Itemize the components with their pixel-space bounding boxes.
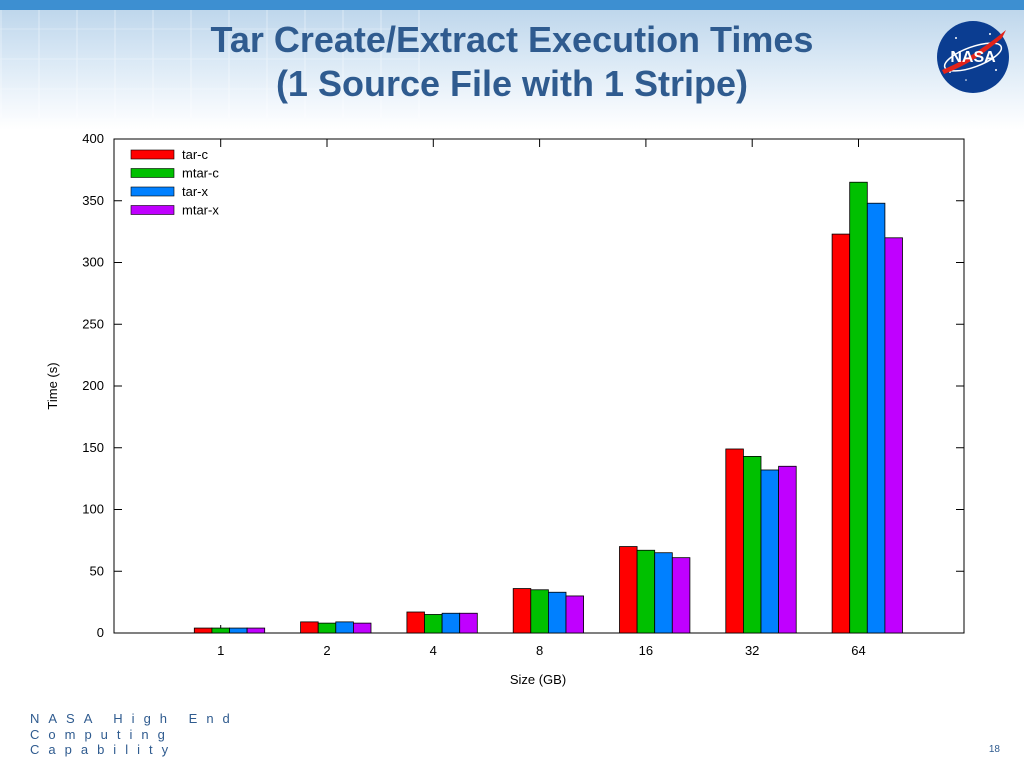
legend-label-tar-x: tar-x [182, 184, 209, 199]
bar-tar-c-2 [300, 621, 319, 634]
bar-chart: 0 50 100 150 200 250 300 350 400 1 2 4 8 16 32 64 tar-… [45, 131, 965, 687]
header-decoration [0, 10, 420, 120]
bar-mtar-c-32 [743, 455, 762, 634]
header-stripe [0, 0, 1024, 10]
bar-tar-c-1 [193, 627, 213, 634]
bar-tar-c-64 [831, 233, 851, 634]
bar-mtar-c-4 [424, 614, 443, 634]
bar-mtar-c-1 [211, 627, 230, 634]
y-tick-label: 0 [97, 625, 104, 640]
bar-mtar-c-8 [530, 589, 549, 634]
bar-mtar-x-1 [246, 627, 266, 634]
y-tick-label: 400 [82, 131, 104, 146]
bar-tar-x-1 [229, 627, 248, 634]
bar-mtar-x-16 [671, 557, 691, 634]
bars [193, 181, 903, 634]
footer-organization: NASA High End Computing Capability [30, 711, 239, 758]
header-background [0, 0, 1024, 130]
x-tick-label: 64 [851, 643, 865, 658]
legend-swatch-mtar-c [130, 168, 175, 178]
bar-tar-c-8 [512, 588, 532, 634]
x-tick-label: 16 [639, 643, 653, 658]
y-tick-label: 100 [82, 502, 104, 517]
footer-line-2: Computing [30, 726, 174, 742]
x-tick-label: 8 [536, 643, 543, 658]
bar-tar-x-16 [654, 552, 673, 634]
bar-tar-c-16 [619, 546, 638, 634]
bar-tar-x-64 [866, 202, 886, 634]
footer-line-3: Capability [30, 742, 178, 757]
bar-tar-c-4 [406, 611, 425, 634]
page-number: 18 [988, 744, 1000, 755]
footer-line-1: NASA High End [30, 711, 239, 726]
bar-mtar-x-8 [565, 595, 585, 634]
bar-tar-x-2 [335, 621, 354, 634]
legend: tar-c mtar-c tar-x mtar-x [130, 147, 219, 218]
bar-mtar-c-2 [317, 622, 337, 634]
x-tick-label: 4 [430, 643, 437, 658]
bar-tar-x-32 [760, 469, 780, 634]
y-tick-label: 300 [82, 255, 104, 270]
y-tick-label: 350 [82, 193, 104, 208]
x-tick-label: 32 [745, 643, 759, 658]
bar-mtar-c-64 [849, 181, 868, 634]
bar-mtar-x-64 [884, 237, 903, 634]
plot-area [113, 138, 965, 634]
y-tick-label: 150 [82, 440, 104, 455]
x-axis-label: Size (GB) [510, 672, 566, 687]
bar-mtar-c-16 [636, 549, 656, 634]
bar-mtar-x-4 [459, 612, 478, 634]
slide-title-line-2: (1 Source File with 1 Stripe) [275, 63, 749, 104]
legend-label-tar-c: tar-c [182, 147, 209, 162]
bar-mtar-x-2 [352, 622, 372, 634]
bar-mtar-x-32 [778, 465, 797, 634]
y-axis-label: Time (s) [45, 362, 60, 409]
slide-title: Tar Create/Extract Execution Times (1 So… [100, 18, 924, 106]
y-axis-ticks: 0 50 100 150 200 250 300 350 400 [82, 131, 964, 640]
bar-tar-x-8 [548, 591, 567, 634]
x-tick-label: 1 [217, 643, 224, 658]
y-tick-label: 250 [82, 316, 104, 331]
legend-swatch-tar-c [130, 149, 175, 160]
x-tick-label: 2 [323, 643, 330, 658]
legend-label-mtar-c: mtar-c [182, 166, 219, 181]
y-tick-label: 200 [82, 378, 104, 393]
legend-swatch-tar-x [130, 186, 175, 197]
bar-tar-c-32 [725, 448, 744, 634]
slide-title-line-1: Tar Create/Extract Execution Times [210, 19, 814, 60]
nasa-logo-text: NASA [950, 49, 996, 66]
legend-label-mtar-x: mtar-x [182, 203, 219, 218]
legend-swatch-mtar-x [130, 205, 175, 215]
nasa-logo-icon: NASA [937, 21, 1009, 93]
bar-tar-x-4 [441, 612, 461, 634]
y-tick-label: 50 [90, 563, 104, 578]
